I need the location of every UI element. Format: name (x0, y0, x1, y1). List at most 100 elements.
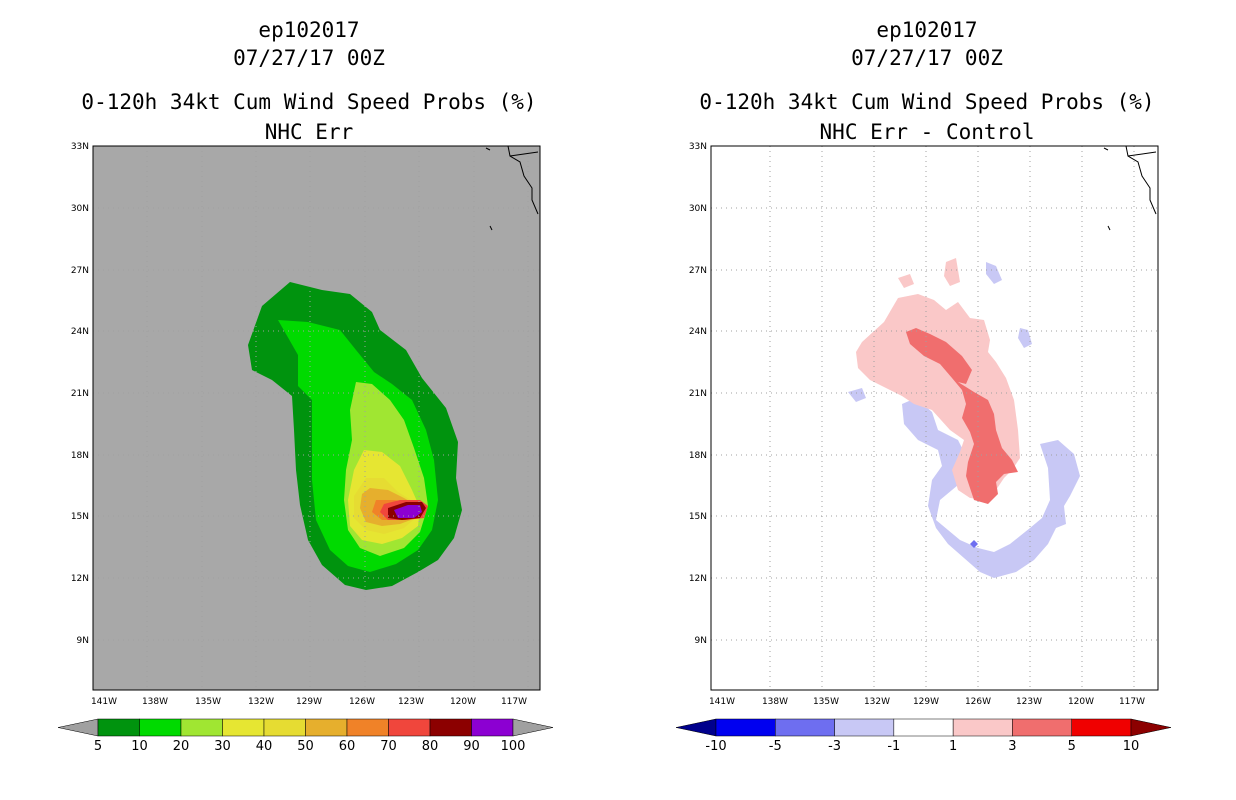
right-lat-label: 18N (689, 451, 707, 461)
right-storm-id: ep102017 (876, 18, 978, 42)
left-colorbar-label: 5 (94, 739, 102, 754)
right-colorbar-label: 3 (1008, 739, 1016, 754)
left-colorbar-label: 80 (422, 739, 439, 754)
left-map: 33N 30N 27N 24N 21N 18N 15N 12N 9N 141W … (57, 142, 554, 754)
right-colorbar-box (952, 718, 1013, 737)
right-coastline-border (1103, 147, 1157, 157)
right-lon-label: 123W (1016, 697, 1042, 707)
right-lat-label: 33N (689, 142, 707, 152)
left-grid (93, 146, 540, 690)
left-colorbar-label: 10 (131, 739, 148, 754)
left-lat-label: 21N (71, 389, 89, 399)
left-colorbar-label: 100 (501, 739, 526, 754)
left-lat-label: 9N (77, 636, 89, 646)
left-colorbar-box (429, 718, 472, 737)
right-lon-label: 120W (1068, 697, 1094, 707)
right-map-frame (710, 145, 1159, 691)
left-colorbar-label: 40 (256, 739, 273, 754)
left-colorbar-label: 20 (173, 739, 190, 754)
left-colorbar-box (139, 718, 182, 737)
left-lat-label: 30N (71, 204, 89, 214)
left-lat-label: 15N (71, 512, 89, 522)
left-colorbar-box (346, 718, 389, 737)
right-lat-label: 15N (689, 512, 707, 522)
left-colorbar-box (263, 718, 306, 737)
prob-contour-90 (394, 505, 422, 518)
left-colorbar-label: 60 (339, 739, 356, 754)
left-lon-label: 123W (398, 697, 424, 707)
left-lon-label: 120W (450, 697, 476, 707)
left-colorbar-label: 90 (463, 739, 480, 754)
right-colorbar-arrow-high (1130, 718, 1172, 737)
right-subtitle: NHC Err - Control (819, 120, 1035, 144)
diff-pos-1-top (944, 258, 960, 286)
left-lon-label: 132W (248, 697, 274, 707)
right-lat-label: 12N (689, 574, 707, 584)
right-colorbar-label: 5 (1068, 739, 1076, 754)
left-lat-label: 33N (71, 142, 89, 152)
right-lat-label: 27N (689, 266, 707, 276)
right-lon-label: 126W (965, 697, 991, 707)
right-colorbar-label: -3 (828, 739, 841, 754)
diff-neg-1-small-a (848, 388, 866, 402)
left-coastline-border (485, 147, 539, 157)
left-lat-label: 12N (71, 574, 89, 584)
right-panel: ep102017 07/27/17 00Z 0-120h 34kt Cum Wi… (618, 0, 1236, 800)
left-colorbar: 5 10 20 30 40 50 60 70 80 90 100 (57, 718, 554, 754)
right-colorbar-label: 10 (1123, 739, 1140, 754)
right-colorbar-label: -10 (705, 739, 726, 754)
left-colorbar-box (222, 718, 265, 737)
diff-pos-1-small (898, 274, 914, 288)
right-valid-time: 07/27/17 00Z (851, 46, 1003, 70)
left-colorbar-label: 70 (380, 739, 397, 754)
right-colorbar-box (893, 718, 954, 737)
right-lat-label: 24N (689, 327, 707, 337)
right-colorbar-label: -1 (887, 739, 900, 754)
left-lat-label: 27N (71, 266, 89, 276)
left-storm-id: ep102017 (258, 18, 360, 42)
diff-neg-1-area (902, 398, 1080, 578)
left-lon-label: 129W (296, 697, 322, 707)
right-lon-label: 141W (709, 697, 735, 707)
left-map-frame (92, 145, 541, 691)
right-colorbar-box (1012, 718, 1072, 737)
right-colorbar-box (834, 718, 895, 737)
left-panel: ep102017 07/27/17 00Z 0-120h 34kt Cum Wi… (57, 18, 554, 754)
right-colorbar-label: -5 (769, 739, 782, 754)
left-colorbar-label: 30 (214, 739, 231, 754)
left-colorbar-box (180, 718, 223, 737)
right-map-background (711, 146, 1158, 690)
left-lon-label: 138W (142, 697, 168, 707)
left-lon-label: 141W (91, 697, 117, 707)
right-colorbar-box (715, 718, 776, 737)
right-map: 33N 30N 27N 24N 21N 18N 15N 12N 9N 141W … (675, 142, 1172, 754)
right-lon-label: 129W (913, 697, 939, 707)
right-colorbar-arrow-low (675, 718, 717, 737)
right-colorbar-box (775, 718, 835, 737)
left-colorbar-arrow-low (57, 718, 99, 737)
left-colorbar-box (305, 718, 348, 737)
right-colorbar: -10 -5 -3 -1 1 3 5 10 (675, 718, 1172, 754)
left-valid-time: 07/27/17 00Z (233, 46, 385, 70)
left-lat-label: 18N (71, 451, 89, 461)
right-colorbar-box (1071, 718, 1132, 737)
left-colorbar-label: 50 (297, 739, 314, 754)
right-lat-label: 9N (695, 636, 707, 646)
right-lon-label: 117W (1119, 697, 1145, 707)
right-grid (711, 146, 1158, 690)
right-island (1107, 225, 1111, 231)
left-colorbar-box (471, 718, 514, 737)
left-lon-label: 117W (501, 697, 527, 707)
left-colorbar-box (97, 718, 140, 737)
left-subtitle: NHC Err (264, 120, 354, 144)
right-lon-label: 132W (864, 697, 890, 707)
right-lon-label: 135W (813, 697, 839, 707)
diff-neg-1-small-b (986, 262, 1002, 284)
left-lon-label: 135W (195, 697, 221, 707)
right-lon-label: 138W (762, 697, 788, 707)
left-colorbar-arrow-high (512, 718, 554, 737)
left-lon-label: 126W (349, 697, 375, 707)
diff-pos-3-area (906, 328, 1018, 504)
left-product-title: 0-120h 34kt Cum Wind Speed Probs (%) (81, 90, 537, 114)
left-lat-label: 24N (71, 327, 89, 337)
